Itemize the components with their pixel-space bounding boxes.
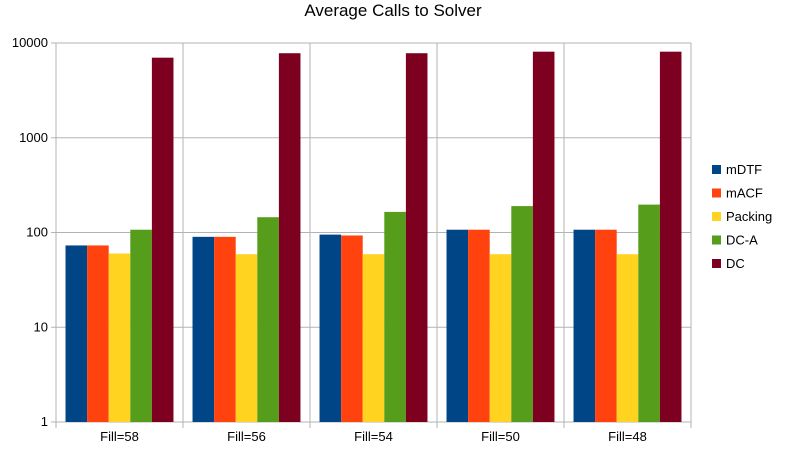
bar-dc-a — [130, 229, 152, 422]
bar-mdtf — [573, 229, 596, 422]
bar-dc — [532, 51, 555, 422]
legend-swatch — [712, 259, 721, 268]
bar-packing — [362, 254, 385, 422]
legend-label: DC — [726, 256, 745, 271]
bar-dc-a — [384, 211, 406, 422]
legend-label: mACF — [726, 186, 763, 201]
bar-macf — [87, 245, 109, 422]
bar-macf — [468, 229, 490, 422]
bar-dc — [659, 51, 682, 422]
x-category-label: Fill=54 — [354, 429, 393, 444]
bar-dc-a — [638, 204, 660, 422]
legend-swatch — [712, 212, 721, 221]
bar-dc — [278, 53, 301, 423]
bars — [65, 51, 682, 423]
legend-swatch — [712, 235, 721, 245]
bar-dc-a — [511, 206, 533, 422]
bar-packing — [235, 254, 258, 422]
chart-title: Average Calls to Solver — [304, 1, 482, 20]
bar-mdtf — [192, 236, 215, 422]
y-tick-label: 1000 — [19, 130, 48, 145]
axes: 1 10 100 1000 10000 Fill=58 Fill=56 Fill=54 Fill… — [12, 35, 692, 444]
bar-mdtf — [446, 229, 469, 422]
x-category-label: Fill=56 — [227, 429, 266, 444]
bar-mdtf — [65, 245, 88, 422]
bar-mdtf — [319, 234, 342, 422]
legend-label: Packing — [726, 209, 772, 224]
legend-swatch — [712, 188, 721, 198]
y-tick-label: 1 — [41, 414, 48, 429]
legend-swatch — [712, 165, 721, 174]
bar-dc — [405, 53, 428, 423]
x-category-label: Fill=58 — [100, 429, 139, 444]
bar-dc-a — [257, 217, 279, 422]
legend-label: DC-A — [726, 233, 758, 248]
bar-packing — [616, 254, 639, 422]
x-category-label: Fill=48 — [608, 429, 647, 444]
bar-packing — [489, 254, 512, 422]
y-tick-label: 10000 — [12, 35, 48, 50]
legend: mDTF mACF Packing DC-A DC — [712, 162, 772, 271]
y-tick-label: 100 — [26, 225, 48, 240]
bar-macf — [214, 236, 236, 422]
bar-dc — [151, 57, 174, 422]
y-tick-label: 10 — [34, 319, 48, 334]
legend-label: mDTF — [726, 162, 762, 177]
x-category-label: Fill=50 — [481, 429, 520, 444]
bar-macf — [595, 229, 617, 422]
bar-packing — [108, 253, 131, 422]
bar-macf — [341, 235, 363, 422]
